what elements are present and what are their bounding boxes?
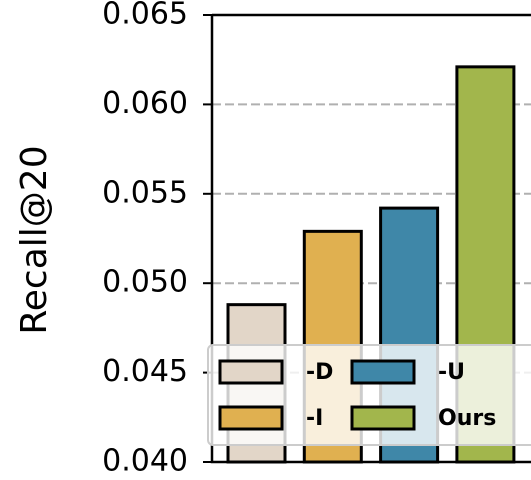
y-tick-label: 0.065 bbox=[102, 0, 188, 32]
y-tick-label: 0.045 bbox=[102, 354, 188, 389]
axis-frame bbox=[210, 13, 531, 464]
legend-label: -D bbox=[306, 360, 333, 385]
legend-swatch bbox=[218, 405, 284, 431]
y-tick-label: 0.060 bbox=[102, 86, 188, 121]
y-axis-label: Recall@20 bbox=[14, 145, 55, 334]
legend-swatch bbox=[350, 405, 416, 431]
legend: -D -I -U Ours bbox=[207, 344, 531, 446]
legend-swatch bbox=[218, 359, 284, 385]
y-tick-label: 0.040 bbox=[102, 444, 188, 479]
y-tick-label: 0.055 bbox=[102, 175, 188, 210]
legend-label: Ours bbox=[438, 406, 496, 431]
legend-box bbox=[207, 344, 531, 446]
legend-swatch bbox=[350, 359, 416, 385]
legend-label: -U bbox=[438, 360, 465, 385]
legend-label: -I bbox=[306, 406, 323, 431]
y-tick-label: 0.050 bbox=[102, 265, 188, 300]
